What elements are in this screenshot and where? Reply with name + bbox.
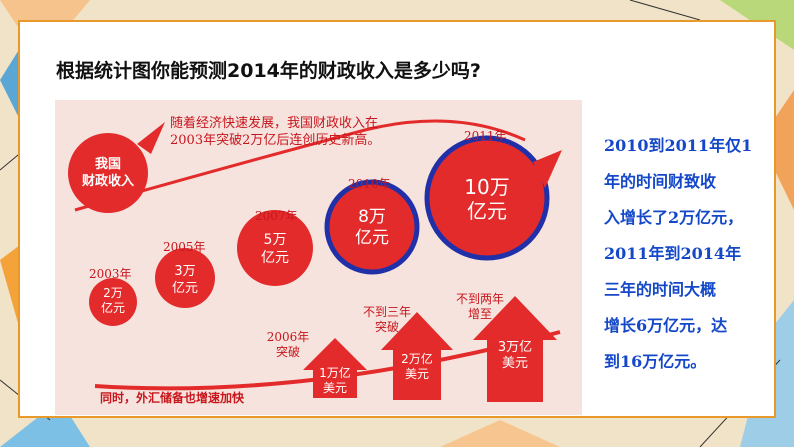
reserve-caption-3-line1: 不到两年 [455,292,504,306]
reserve-arrow-2 [381,312,453,400]
revenue-2011-line1: 10万 [464,175,510,199]
reserve-value-2: 2万亿 美元 [393,352,441,382]
reserve-value-2-line2: 美元 [404,367,429,381]
title-badge-line-2: 财政收入 [81,174,134,189]
revenue-label-2011: 10万 亿元 [447,175,527,223]
reserve-value-1-line1: 1万亿 [319,366,351,380]
reserve-caption-2-line2: 突破 [374,320,399,334]
revenue-label-2010: 8万 亿元 [337,207,407,249]
reserve-arrow-3 [473,296,557,402]
year-2011: 2011年 [464,129,507,143]
title-badge-text: 我国 财政收入 [76,156,140,190]
reserve-arrow-1 [303,338,367,398]
side-note-line-3: 入增长了2万亿元， [604,208,744,227]
reserve-caption-1-line2: 突破 [275,345,300,359]
revenue-2003-line1: 2万 [103,286,123,300]
question-title: 根据统计图你能预测2014年的财政收入是多少吗? [56,60,481,82]
reserve-caption-1: 2006年 突破 [263,330,313,360]
side-note-line-1: 2010到2011年仅1 [604,136,753,155]
revenue-circle-2005 [155,248,215,308]
reserve-note: 同时，外汇储备也增速加快 [100,391,245,405]
side-note-line-5: 三年的时间大概 [604,280,717,299]
reserve-value-1: 1万亿 美元 [313,366,357,396]
headline-line-1: 随着经济快速发展，我国财政收入在 [170,116,379,131]
revenue-label-2005: 3万 亿元 [160,263,210,297]
revenue-circle-2007 [237,210,313,286]
title-badge-arrow [137,122,165,154]
reserve-value-1-line2: 美元 [322,381,347,395]
title-badge-line-1: 我国 [94,157,121,172]
side-note-line-2: 年的时间财致收 [604,172,717,191]
revenue-2011-line2: 亿元 [467,199,507,223]
revenue-circle-2003 [89,278,137,326]
reserve-caption-1-line1: 2006年 [266,330,310,344]
reserve-caption-3-line2: 增至 [467,307,492,321]
title-badge-circle [68,133,148,213]
year-2003: 2003年 [89,267,132,281]
revenue-chart-panel: 随着经济快速发展，我国财政收入在 2003年突破2万亿后连创历史新高。 我国 财… [55,100,582,415]
revenue-2010-line1: 8万 [358,207,386,227]
headline-line-2: 2003年突破2万亿后连创历史新高。 [170,133,381,148]
reserve-swoosh [94,330,561,391]
chart-graphics [68,119,562,402]
reserve-caption-2-line1: 不到三年 [362,305,411,319]
revenue-label-2003: 2万 亿元 [93,286,133,316]
revenue-circle-2011 [424,135,550,261]
side-note: 2010到2011年仅1 年的时间财致收 入增长了2万亿元， 2011年到201… [604,128,772,380]
side-note-line-6: 增长6万亿元，达 [604,316,728,335]
year-2005: 2005年 [163,240,206,254]
reserve-value-2-line1: 2万亿 [401,352,433,366]
revenue-2007-line2: 亿元 [261,250,289,266]
year-2010: 2010年 [348,177,391,191]
reserve-caption-2: 不到三年 突破 [357,305,417,335]
revenue-2005-line2: 亿元 [171,281,198,296]
revenue-circle-2010 [324,179,420,275]
revenue-circle-2011-arrow [533,150,562,188]
revenue-2003-line2: 亿元 [100,301,125,315]
reserve-value-3-line2: 美元 [501,356,528,371]
revenue-2007-line1: 5万 [263,232,287,248]
side-note-line-4: 2011年到2014年 [604,244,742,263]
growth-curve [74,119,526,212]
revenue-2010-line2: 亿元 [355,228,389,248]
year-2007: 2007年 [255,209,298,223]
reserve-value-3: 3万亿 美元 [487,340,543,372]
reserve-caption-3: 不到两年 增至 [450,292,510,322]
revenue-label-2007: 5万 亿元 [245,231,305,267]
revenue-2005-line1: 3万 [174,264,196,279]
side-note-line-7: 到16万亿元。 [604,352,707,371]
reserve-value-3-line1: 3万亿 [497,340,533,355]
